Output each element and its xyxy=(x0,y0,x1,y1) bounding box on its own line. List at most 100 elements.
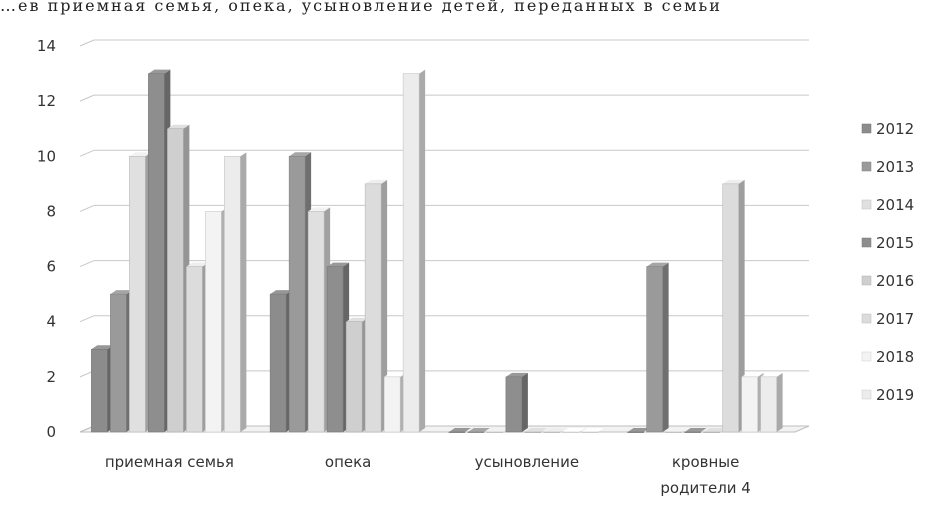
legend-swatch xyxy=(861,351,872,362)
category-label: усыновление xyxy=(475,453,579,471)
y-tick-label: 14 xyxy=(37,37,56,55)
bar xyxy=(269,290,293,433)
bar-front xyxy=(722,183,739,433)
bar-top xyxy=(741,372,764,377)
bar xyxy=(345,317,369,433)
bar-front xyxy=(186,266,203,433)
bar-top xyxy=(270,290,293,295)
bar-top xyxy=(346,317,369,322)
bar-front xyxy=(364,183,382,433)
bar-front xyxy=(205,211,222,433)
bar xyxy=(703,428,726,433)
category-label: кровные xyxy=(672,453,739,471)
legend-label: 2015 xyxy=(876,234,914,252)
legend-swatch xyxy=(861,237,872,248)
bar xyxy=(467,428,490,433)
bar-front xyxy=(91,349,108,433)
bar-front xyxy=(760,376,777,433)
bar-top xyxy=(467,428,490,432)
y-tick-label: 12 xyxy=(37,92,56,110)
bar-side xyxy=(240,152,247,433)
legend-swatch xyxy=(861,389,872,400)
bar xyxy=(581,428,604,433)
bar-front xyxy=(148,73,165,433)
bar-side xyxy=(738,179,745,432)
bar-front xyxy=(110,293,127,433)
bar xyxy=(646,262,669,433)
bar xyxy=(760,372,783,433)
bar-front xyxy=(288,156,306,433)
bar xyxy=(448,428,471,433)
legend-swatch xyxy=(861,199,872,210)
bar xyxy=(91,345,114,433)
bar xyxy=(167,124,190,433)
bar xyxy=(326,262,350,433)
bar xyxy=(402,69,426,433)
bar-front xyxy=(224,156,241,433)
bar-top xyxy=(486,428,509,432)
bar-front xyxy=(562,431,580,433)
bar-front xyxy=(684,431,701,433)
bar xyxy=(562,428,585,433)
legend-label: 2012 xyxy=(876,120,914,138)
bar xyxy=(665,428,688,433)
legend-label: 2016 xyxy=(876,272,914,290)
bar xyxy=(383,372,407,433)
bar-front xyxy=(703,431,720,433)
x-axis-labels: приемная семья опека усыновление кровные род… xyxy=(105,453,751,497)
gridline-depth xyxy=(79,260,95,268)
bar-top xyxy=(384,372,407,377)
legend-label: 2018 xyxy=(876,348,914,366)
bar-top xyxy=(289,152,312,157)
bar-top xyxy=(627,428,650,432)
bar xyxy=(684,428,707,433)
bar-front xyxy=(581,431,599,433)
gridline-depth xyxy=(79,204,95,212)
bar xyxy=(224,152,247,433)
gridline-depth xyxy=(79,149,95,157)
bar-front xyxy=(524,431,542,433)
bar-top xyxy=(684,428,707,432)
bar-front xyxy=(269,293,287,433)
bar xyxy=(110,290,133,433)
y-tick-label: 8 xyxy=(46,202,56,220)
bar-front xyxy=(167,128,184,433)
bar-front xyxy=(467,431,485,433)
legend-label: 2013 xyxy=(876,158,914,176)
bar-top xyxy=(129,152,152,157)
bar-front xyxy=(129,156,146,433)
bar xyxy=(524,428,547,433)
bar xyxy=(486,428,509,433)
bar-top xyxy=(148,69,171,74)
bar-front xyxy=(307,211,325,433)
legend-swatch xyxy=(861,313,872,324)
bar-front xyxy=(345,321,363,433)
bar xyxy=(722,179,745,433)
gridline-depth xyxy=(79,94,95,102)
bar xyxy=(307,207,331,433)
bar-top xyxy=(224,152,247,157)
bar-top xyxy=(760,372,783,377)
bar-side xyxy=(662,262,669,432)
bar xyxy=(543,428,566,433)
y-axis-ticks: 0 2 4 6 8 10 12 14 xyxy=(37,37,56,441)
bar-side xyxy=(419,69,426,433)
bar-front xyxy=(402,73,420,433)
bar-top xyxy=(205,207,228,212)
bar-top xyxy=(581,428,604,432)
bar xyxy=(186,262,209,433)
bar-side xyxy=(381,179,388,432)
y-tick-label: 0 xyxy=(46,423,56,441)
legend-swatch xyxy=(861,275,872,286)
legend-swatch xyxy=(861,123,872,134)
bar-top xyxy=(91,345,114,350)
bar-top xyxy=(562,428,585,432)
bar-top xyxy=(167,124,190,129)
bar-front xyxy=(505,376,523,433)
bar-top xyxy=(448,428,471,432)
bar-top xyxy=(186,262,209,267)
bar-top xyxy=(524,428,547,432)
category-label: родители 4 xyxy=(660,479,750,497)
bar-front xyxy=(646,266,663,433)
